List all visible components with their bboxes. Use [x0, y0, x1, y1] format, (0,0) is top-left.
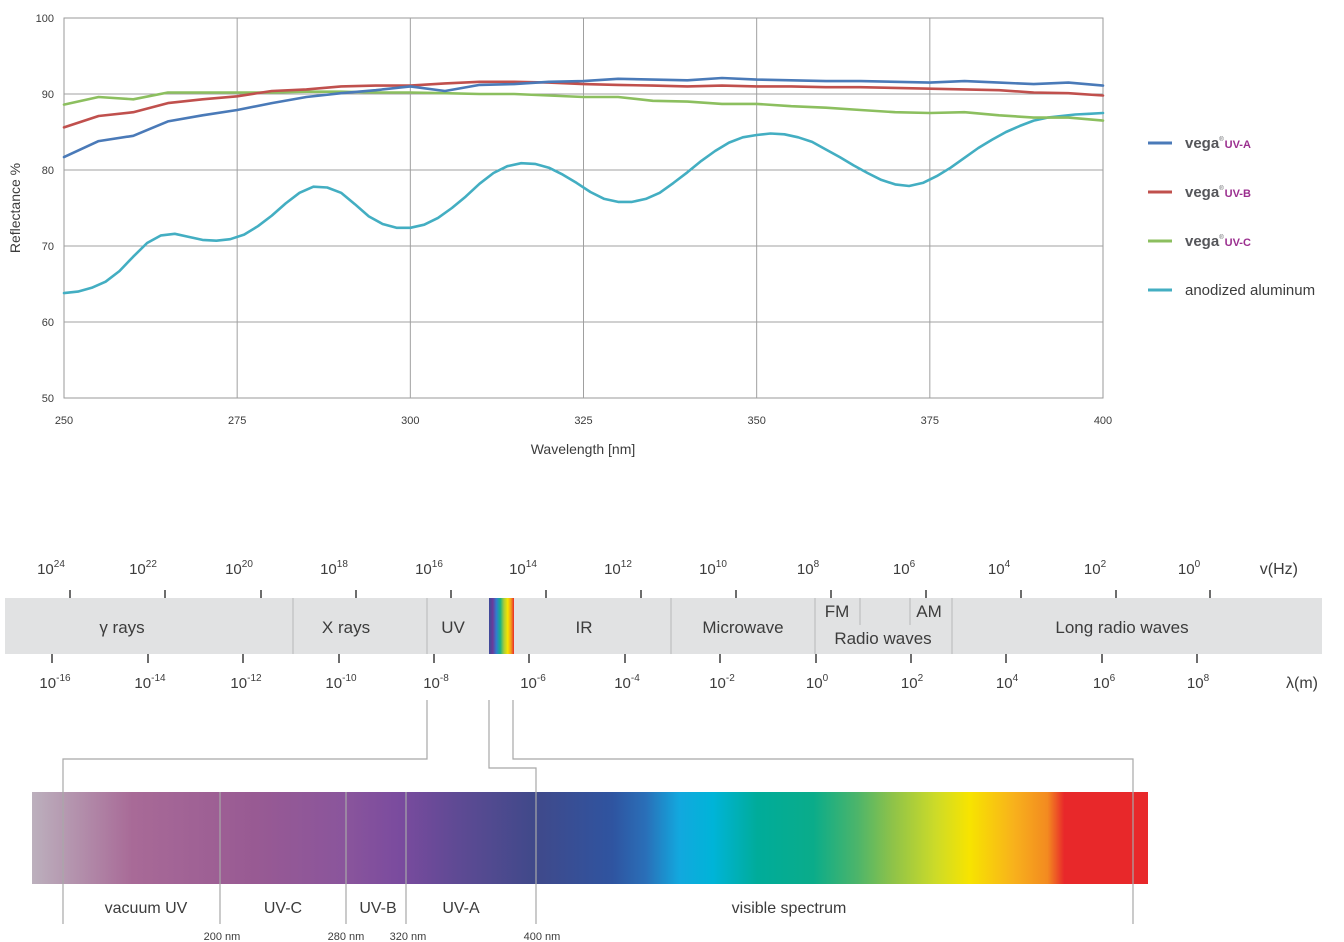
wavelength-label: 100 — [806, 673, 829, 692]
x-tick-label: 325 — [574, 415, 592, 427]
region-uv-a: UV-A — [442, 900, 480, 917]
wavelength-label: 10-6 — [520, 673, 546, 692]
x-tick-label: 275 — [228, 415, 246, 427]
boundary-labels: 200 nm 280 nm 320 nm 400 nm — [204, 931, 561, 942]
frequency-label: 102 — [1084, 559, 1107, 578]
wavelength-unit: λ(m) — [1286, 675, 1318, 692]
x-tick-label: 400 — [1094, 415, 1112, 427]
legend: vega®UV-A vega®UV-B vega®UV-C anodized alum… — [1148, 135, 1315, 299]
frequency-label: 1014 — [509, 559, 537, 578]
wavelength-label: 10-8 — [423, 673, 449, 692]
wavelength-label: 10-4 — [614, 673, 640, 692]
frequency-label: 1022 — [129, 559, 157, 578]
x-tick-label: 375 — [921, 415, 939, 427]
frequency-label: 100 — [1178, 559, 1201, 578]
uv-visible-spectrum: vacuum UV UV-C UV-B UV-A visible spectru… — [32, 792, 1148, 942]
region-uv-b: UV-B — [359, 900, 396, 917]
wavelength-scale: 10-16 10-14 10-12 10-10 10-8 10-6 10-4 10-2 100 1… — [39, 654, 1210, 692]
band-long-radio: Long radio waves — [1055, 618, 1188, 637]
band-radio: Radio waves — [834, 629, 931, 648]
series-lines — [62, 76, 1105, 295]
band-am: AM — [916, 602, 942, 621]
em-band-bar — [5, 598, 1322, 654]
wavelength-label: 10-2 — [709, 673, 735, 692]
y-tick-label: 60 — [42, 317, 54, 329]
frequency-label: 1012 — [604, 559, 632, 578]
frequency-label: 108 — [797, 559, 820, 578]
connector-uv — [62, 700, 428, 792]
frequency-label: 1024 — [37, 559, 65, 578]
band-gamma: γ rays — [99, 618, 144, 637]
wavelength-label: 10-10 — [325, 673, 357, 692]
frequency-label: 106 — [893, 559, 916, 578]
region-dividers — [62, 792, 1134, 924]
legend-label: vega®UV-A — [1185, 135, 1251, 152]
band-xray: X rays — [322, 618, 370, 637]
wavelength-label: 104 — [996, 673, 1019, 692]
series-line-uv-a — [62, 76, 1105, 159]
x-tick-label: 300 — [401, 415, 419, 427]
frequency-label: 1018 — [320, 559, 348, 578]
x-tick-labels: 250 275 300 325 350 375 400 — [55, 415, 1112, 427]
boundary-200nm: 200 nm — [204, 931, 241, 942]
frequency-label: 1020 — [225, 559, 253, 578]
frequency-label: 1010 — [699, 559, 727, 578]
zoom-connectors — [62, 700, 1134, 792]
region-visible: visible spectrum — [732, 900, 847, 917]
y-tick-label: 100 — [36, 13, 54, 25]
legend-label: anodized aluminum — [1185, 282, 1315, 299]
connector-visible-right — [512, 700, 1134, 792]
boundary-400nm: 400 nm — [524, 931, 561, 942]
region-vacuum-uv: vacuum UV — [105, 900, 188, 917]
connector-visible-left — [488, 700, 537, 792]
frequency-scale: 1024 1022 1020 1018 1016 1014 1012 1010 108 106 10… — [37, 559, 1211, 598]
wavelength-label: 108 — [1187, 673, 1210, 692]
band-labels: γ rays X rays UV IR Microwave FM AM Radi… — [99, 602, 1188, 648]
y-tick-label: 80 — [42, 165, 54, 177]
legend-label: vega®UV-C — [1185, 233, 1251, 250]
wavelength-label: 10-12 — [230, 673, 262, 692]
reflectance-chart: 250 275 300 325 350 375 400 50 60 70 80 90 100 Wave… — [7, 13, 1315, 457]
x-tick-label: 250 — [55, 415, 73, 427]
frequency-unit: v(Hz) — [1260, 561, 1298, 578]
band-fm: FM — [825, 602, 850, 621]
band-ir: IR — [576, 618, 593, 637]
x-tick-label: 350 — [747, 415, 765, 427]
boundary-280nm: 280 nm — [328, 931, 365, 942]
band-microwave: Microwave — [702, 618, 783, 637]
wavelength-label: 10-14 — [134, 673, 166, 692]
series-line-anodized-aluminum — [62, 111, 1105, 295]
region-uv-c: UV-C — [264, 900, 302, 917]
frequency-label: 1016 — [415, 559, 443, 578]
series-line-uv-b — [62, 80, 1105, 129]
wavelength-label: 106 — [1093, 673, 1116, 692]
band-dividers — [292, 598, 953, 654]
region-labels: vacuum UV UV-C UV-B UV-A visible spectru… — [105, 900, 847, 917]
y-axis-label: Reflectance % — [7, 163, 23, 253]
grid — [64, 18, 1103, 398]
wavelength-label: 10-16 — [39, 673, 71, 692]
em-spectrum: γ rays X rays UV IR Microwave FM AM Radi… — [5, 559, 1322, 692]
spectrum-gradient-bar — [32, 792, 1148, 884]
visible-light-strip — [489, 598, 514, 654]
wavelength-label: 102 — [901, 673, 924, 692]
legend-label: vega®UV-B — [1185, 184, 1251, 201]
series-line-uv-c — [62, 90, 1105, 122]
band-uv: UV — [441, 618, 465, 637]
y-tick-label: 90 — [42, 89, 54, 101]
x-axis-label: Wavelength [nm] — [531, 441, 636, 457]
y-tick-labels: 50 60 70 80 90 100 — [36, 13, 54, 405]
boundary-320nm: 320 nm — [390, 931, 427, 942]
frequency-label: 104 — [988, 559, 1011, 578]
y-tick-label: 70 — [42, 241, 54, 253]
y-tick-label: 50 — [42, 393, 54, 405]
